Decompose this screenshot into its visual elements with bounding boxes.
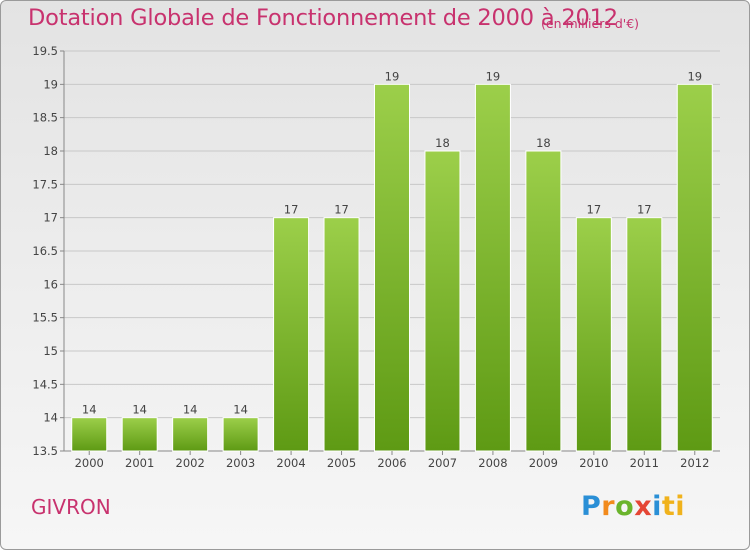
logo-letter: ti: [661, 491, 686, 522]
bar-value-label: 19: [385, 69, 400, 83]
logo-letter: P: [581, 491, 602, 522]
bar: [626, 217, 663, 452]
bar: [525, 150, 562, 452]
bar-value-label: 14: [82, 403, 97, 417]
bar: [474, 83, 511, 452]
y-tick-label: 19.5: [32, 44, 58, 58]
bar-value-label: 14: [233, 403, 248, 417]
y-tick-label: 17: [43, 211, 58, 225]
x-tick-label: 2003: [226, 456, 255, 470]
bar: [424, 150, 461, 452]
x-tick-label: 2007: [428, 456, 457, 470]
x-tick-label: 2009: [529, 456, 558, 470]
x-tick-label: 2004: [276, 456, 305, 470]
bar: [323, 217, 360, 452]
y-tick-label: 16: [43, 277, 58, 291]
y-tick-label: 15.5: [32, 311, 58, 325]
bar: [121, 417, 158, 452]
x-tick-label: 2008: [478, 456, 507, 470]
bar: [71, 417, 108, 452]
logo-letter: x: [634, 491, 653, 522]
y-tick-label: 15: [43, 344, 58, 358]
bar: [575, 217, 612, 452]
y-tick-label: 14: [43, 411, 58, 425]
y-tick-label: 16.5: [32, 244, 58, 258]
bar-value-label: 19: [486, 69, 501, 83]
bar-value-label: 17: [637, 203, 652, 217]
y-tick-label: 18: [43, 144, 58, 158]
bar: [222, 417, 259, 452]
y-tick-label: 17.5: [32, 177, 58, 191]
bar-value-label: 14: [183, 403, 198, 417]
bar-value-label: 17: [587, 203, 602, 217]
y-tick-label: 13.5: [32, 444, 58, 458]
commune-name: GIVRON: [31, 495, 111, 519]
x-tick-label: 2012: [680, 456, 709, 470]
logo-letter: r: [601, 491, 616, 522]
bar-value-label: 19: [687, 69, 702, 83]
bar: [273, 217, 310, 452]
x-tick-label: 2001: [125, 456, 154, 470]
bar-value-label: 18: [435, 136, 450, 150]
x-tick-label: 2010: [579, 456, 608, 470]
x-tick-label: 2002: [176, 456, 205, 470]
bar-value-label: 17: [334, 203, 349, 217]
proxiti-logo: Proxiti: [581, 491, 685, 522]
x-tick-label: 2005: [327, 456, 356, 470]
bar-value-label: 18: [536, 136, 551, 150]
y-tick-label: 18.5: [32, 111, 58, 125]
logo-letter: o: [615, 491, 635, 522]
bar-value-label: 14: [132, 403, 147, 417]
chart-title: Dotation Globale de Fonctionnement de 20…: [28, 5, 618, 31]
logo-letter: i: [652, 491, 662, 522]
bar: [172, 417, 209, 452]
x-tick-label: 2006: [377, 456, 406, 470]
bar: [374, 83, 410, 452]
bar-value-label: 17: [284, 203, 299, 217]
bar: [676, 83, 713, 452]
chart-subtitle: (en milliers d'€): [541, 16, 640, 31]
y-tick-label: 19: [43, 77, 58, 91]
x-tick-label: 2000: [75, 456, 104, 470]
x-tick-label: 2011: [630, 456, 659, 470]
y-tick-label: 14.5: [32, 377, 58, 391]
